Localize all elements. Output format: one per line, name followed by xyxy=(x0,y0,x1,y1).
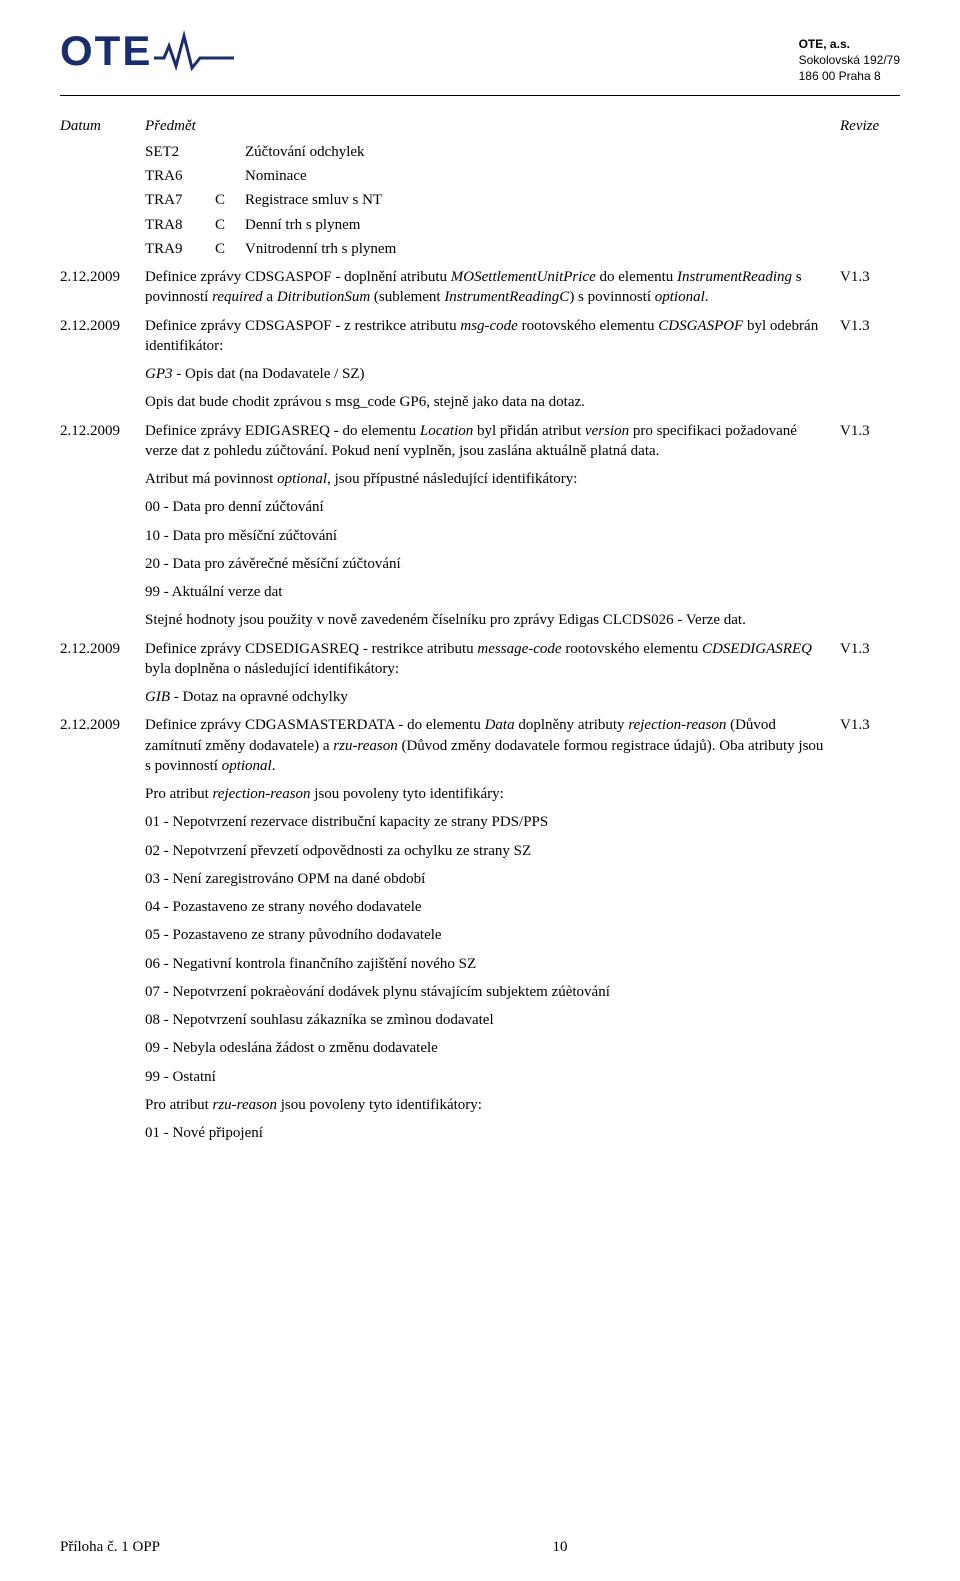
entry-para: 01 - Nepotvrzení rezervace distribuční k… xyxy=(145,812,900,832)
company-address-1: Sokolovská 192/79 xyxy=(799,52,900,68)
entry-row: 2.12.2009Definice zprávy CDSGASPOF - dop… xyxy=(60,267,900,308)
page-header: OTE OTE, a.s. Sokolovská 192/79 186 00 P… xyxy=(60,30,900,96)
col-header-date: Datum xyxy=(60,116,145,136)
code-flag: C xyxy=(215,215,245,235)
logo-text: OTE xyxy=(60,30,152,72)
entry-para: 03 - Není zaregistrováno OPM na dané obd… xyxy=(145,869,900,889)
entry-row: 2.12.2009Definice zprávy CDSGASPOF - z r… xyxy=(60,316,900,357)
logo: OTE xyxy=(60,30,234,78)
entry-para: Stejné hodnoty jsou použity v nově zaved… xyxy=(145,610,900,630)
entry-para: 04 - Pozastaveno ze strany nového dodava… xyxy=(145,897,900,917)
code-id: TRA7 xyxy=(145,190,215,210)
code-desc: Registrace smluv s NT xyxy=(245,190,900,210)
entry-revision: V1.3 xyxy=(830,639,900,680)
entry-para: 01 - Nové připojení xyxy=(145,1123,900,1143)
code-row: TRA8CDenní trh s plynem xyxy=(145,215,900,235)
entry-body: Definice zprávy CDSGASPOF - z restrikce … xyxy=(145,316,830,357)
entry-revision: V1.3 xyxy=(830,715,900,776)
entry-body: Definice zprávy CDSEDIGASREQ - restrikce… xyxy=(145,639,830,680)
entry-para: 00 - Data pro denní zúčtování xyxy=(145,497,900,517)
entry-revision: V1.3 xyxy=(830,267,900,308)
entry-date: 2.12.2009 xyxy=(60,639,145,680)
code-row: TRA9CVnitrodenní trh s plynem xyxy=(145,239,900,259)
entry-date: 2.12.2009 xyxy=(60,267,145,308)
code-id: SET2 xyxy=(145,142,215,162)
entry-revision: V1.3 xyxy=(830,316,900,357)
entry-date: 2.12.2009 xyxy=(60,421,145,462)
entry-para: Atribut má povinnost optional, jsou příp… xyxy=(145,469,900,489)
page-footer: Příloha č. 1 OPP 10 xyxy=(60,1537,900,1557)
entry-para: GIB - Dotaz na opravné odchylky xyxy=(145,687,900,707)
entry-date: 2.12.2009 xyxy=(60,316,145,357)
entry-row: 2.12.2009Definice zprávy CDGASMASTERDATA… xyxy=(60,715,900,776)
code-row: TRA7CRegistrace smluv s NT xyxy=(145,190,900,210)
code-desc: Zúčtování odchylek xyxy=(245,142,900,162)
entry-para: 99 - Ostatní xyxy=(145,1067,900,1087)
entry-para: 05 - Pozastaveno ze strany původního dod… xyxy=(145,925,900,945)
entry-para: 07 - Nepotvrzení pokraèování dodávek ply… xyxy=(145,982,900,1002)
entry-body: Definice zprávy CDGASMASTERDATA - do ele… xyxy=(145,715,830,776)
company-address-2: 186 00 Praha 8 xyxy=(799,68,900,84)
column-headers: Datum Předmět Revize xyxy=(60,116,900,136)
company-info: OTE, a.s. Sokolovská 192/79 186 00 Praha… xyxy=(799,36,900,85)
entry-para: GP3 - Opis dat (na Dodavatele / SZ) xyxy=(145,364,900,384)
logo-wave-icon xyxy=(154,30,234,78)
code-row: TRA6 Nominace xyxy=(145,166,900,186)
entry-para: 09 - Nebyla odeslána žádost o změnu doda… xyxy=(145,1038,900,1058)
code-desc: Denní trh s plynem xyxy=(245,215,900,235)
code-flag xyxy=(215,166,245,186)
code-desc: Nominace xyxy=(245,166,900,186)
code-flag: C xyxy=(215,190,245,210)
code-id: TRA9 xyxy=(145,239,215,259)
entry-para: Opis dat bude chodit zprávou s msg_code … xyxy=(145,392,900,412)
footer-page-number: 10 xyxy=(553,1537,568,1557)
entry-date: 2.12.2009 xyxy=(60,715,145,776)
entry-para: 06 - Negativní kontrola finančního zajiš… xyxy=(145,954,900,974)
code-desc: Vnitrodenní trh s plynem xyxy=(245,239,900,259)
footer-left: Příloha č. 1 OPP xyxy=(60,1537,160,1557)
entry-body: Definice zprávy CDSGASPOF - doplnění atr… xyxy=(145,267,830,308)
entry-para: 02 - Nepotvrzení převzetí odpovědnosti z… xyxy=(145,841,900,861)
entry-para: 20 - Data pro závěrečné měsíční zúčtován… xyxy=(145,554,900,574)
col-header-revision: Revize xyxy=(840,116,900,136)
entry-para: Pro atribut rejection-reason jsou povole… xyxy=(145,784,900,804)
col-header-subject: Předmět xyxy=(145,116,840,136)
code-id: TRA6 xyxy=(145,166,215,186)
code-flag xyxy=(215,142,245,162)
entry-row: 2.12.2009Definice zprávy EDIGASREQ - do … xyxy=(60,421,900,462)
entry-para: 08 - Nepotvrzení souhlasu zákazníka se z… xyxy=(145,1010,900,1030)
entry-revision: V1.3 xyxy=(830,421,900,462)
entry-para: 99 - Aktuální verze dat xyxy=(145,582,900,602)
entry-para: Pro atribut rzu-reason jsou povoleny tyt… xyxy=(145,1095,900,1115)
entry-row: 2.12.2009Definice zprávy CDSEDIGASREQ - … xyxy=(60,639,900,680)
company-name: OTE, a.s. xyxy=(799,36,900,52)
code-id: TRA8 xyxy=(145,215,215,235)
code-row: SET2 Zúčtování odchylek xyxy=(145,142,900,162)
code-flag: C xyxy=(215,239,245,259)
entry-body: Definice zprávy EDIGASREQ - do elementu … xyxy=(145,421,830,462)
entry-para: 10 - Data pro měsíční zúčtování xyxy=(145,526,900,546)
